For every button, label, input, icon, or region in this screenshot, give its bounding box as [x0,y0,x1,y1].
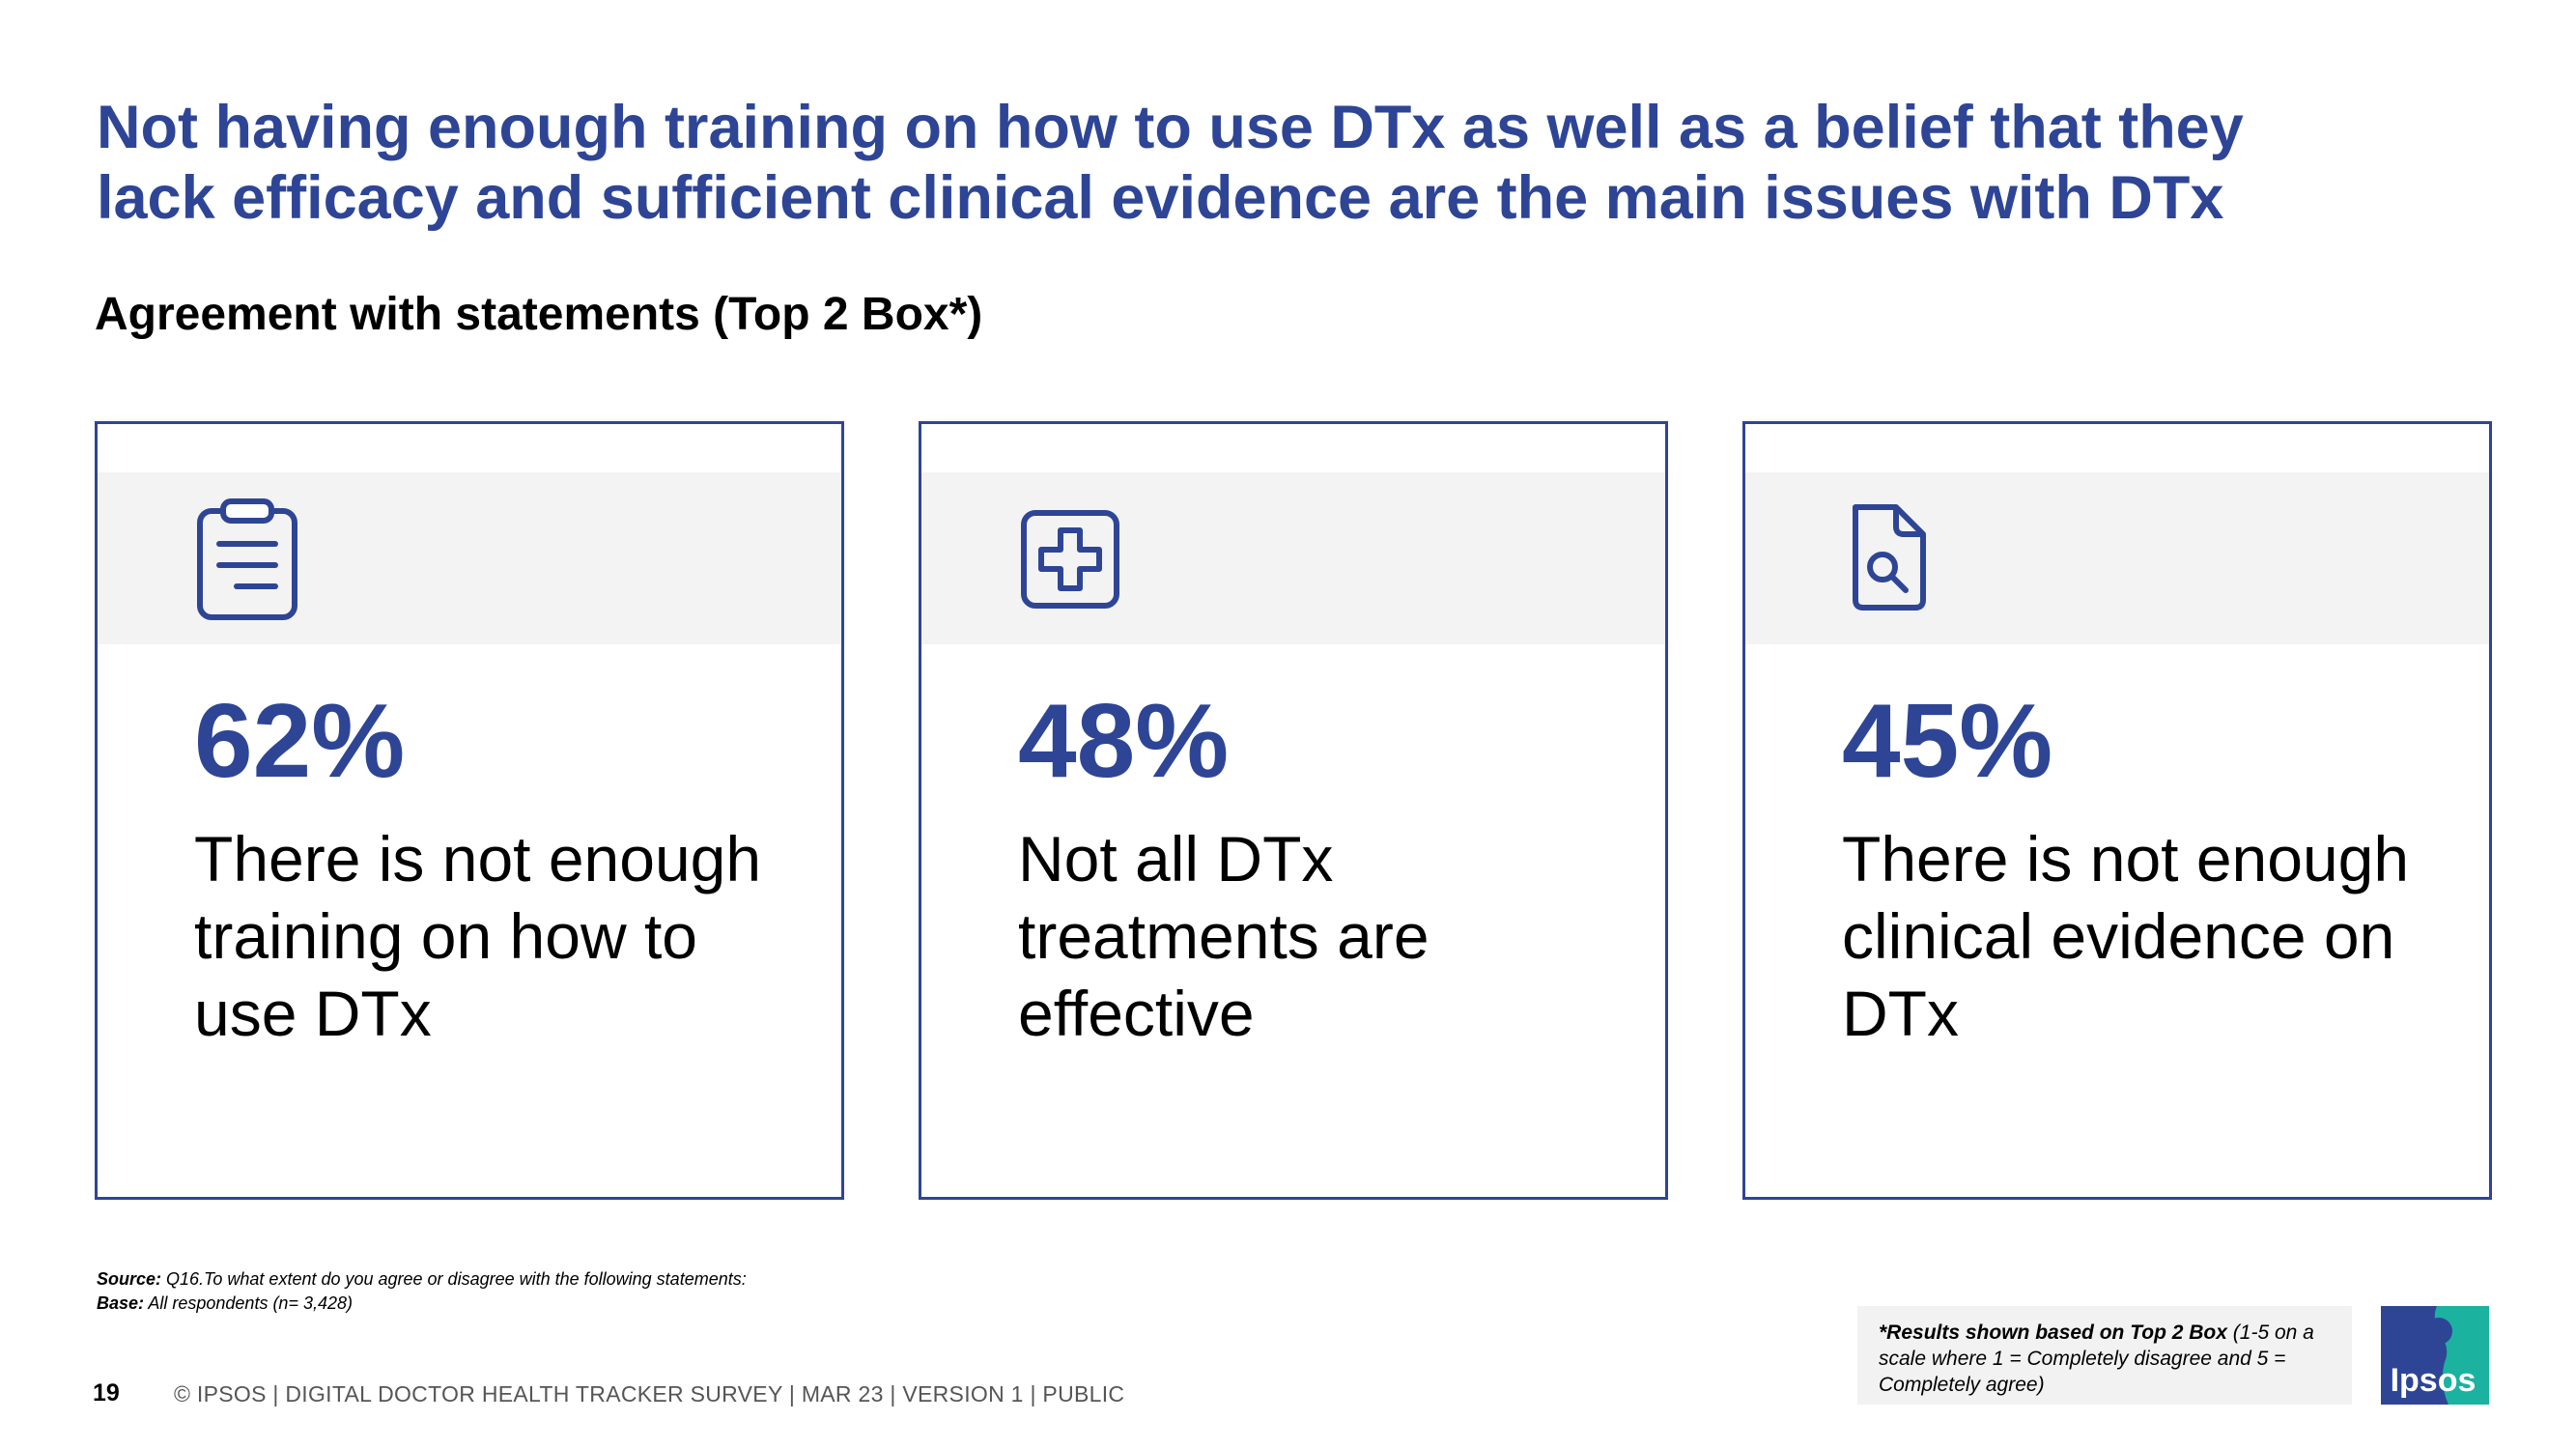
footnote-bold: *Results shown based on Top 2 Box [1879,1321,2227,1344]
base-label: Base: [97,1293,145,1313]
stat-card-effectiveness: 48% Not all DTx treatments are effective [919,421,1668,1200]
source-line: Source: Q16.To what extent do you agree … [97,1267,747,1292]
source-note: Source: Q16.To what extent do you agree … [97,1267,747,1316]
stat-statement: There is not enough clinical evidence on… [1842,823,2410,1049]
top2box-footnote: *Results shown based on Top 2 Box (1-5 o… [1857,1306,2352,1405]
page-number: 19 [93,1379,120,1406]
title-line-2: lack efficacy and sufficient clinical ev… [97,164,2224,232]
base-text: All respondents (n= 3,428) [144,1293,353,1313]
stat-card-evidence: 45% There is not enough clinical evidenc… [1742,421,2492,1200]
logo-wordmark: Ipsos [2391,1362,2477,1399]
base-line: Base: All respondents (n= 3,428) [97,1292,747,1316]
footer-copyright: © IPSOS | DIGITAL DOCTOR HEALTH TRACKER … [174,1381,1125,1406]
card-header-band [1745,472,2489,644]
stat-value: 48% [1018,682,1230,800]
page-title: Not having enough training on how to use… [97,93,2473,234]
source-text: Q16.To what extent do you agree or disag… [161,1269,747,1289]
stat-statement: Not all DTx treatments are effective [1018,823,1430,1049]
card-header-band [921,472,1665,644]
source-label: Source: [97,1269,162,1289]
stat-value: 62% [194,682,406,800]
stat-statement: There is not enough training on how to u… [194,823,762,1049]
ipsos-logo: Ipsos [2381,1306,2489,1405]
footnote-text: (1-5 on a scale where 1 = Completely dis… [1879,1321,2314,1396]
stat-value: 45% [1842,682,2053,800]
title-line-1: Not having enough training on how to use… [97,94,2244,161]
clipboard-icon [197,498,297,620]
document-search-icon [1853,504,1926,611]
section-subtitle: Agreement with statements (Top 2 Box*) [95,289,983,340]
medical-cross-icon [1021,510,1119,609]
stat-card-training: 62% There is not enough training on how … [95,421,844,1200]
